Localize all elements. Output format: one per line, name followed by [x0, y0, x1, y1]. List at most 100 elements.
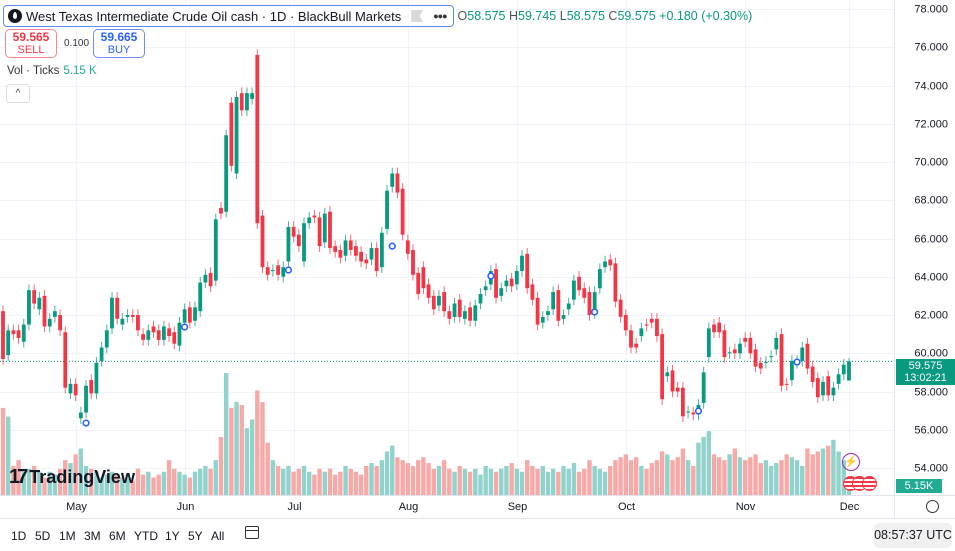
candle-body [597, 269, 602, 289]
candle-body [260, 215, 265, 268]
candle [354, 240, 358, 262]
timeframe-6m[interactable]: 6M [109, 529, 126, 543]
timeframe-1y[interactable]: 1Y [165, 529, 180, 543]
candle-body [634, 343, 639, 348]
candle [738, 337, 742, 359]
volume-bar [561, 465, 566, 495]
event-marker-icon[interactable] [487, 272, 495, 280]
sell-button[interactable]: 59.565 SELL [5, 29, 57, 58]
candle [364, 253, 369, 270]
volume-bar [602, 471, 608, 495]
event-marker-icon[interactable] [82, 419, 90, 427]
candle [769, 350, 774, 363]
volume-bar [52, 474, 58, 495]
timeframe-ytd[interactable]: YTD [134, 529, 158, 543]
tradingview-logo[interactable]: 17 TradingView [9, 466, 135, 489]
buy-price: 59.665 [100, 30, 138, 44]
clock-timezone[interactable]: 08:57:37 UTC [874, 523, 952, 548]
candle-body [572, 280, 576, 300]
volume-bar [633, 457, 639, 495]
timeframe-1m[interactable]: 1M [59, 529, 76, 543]
event-marker-icon[interactable] [591, 308, 599, 316]
candle [115, 292, 120, 325]
candle-body [115, 297, 120, 319]
candle [509, 272, 514, 293]
candle-body [141, 334, 146, 340]
time-tick-label: Nov [736, 501, 756, 513]
candle [146, 324, 151, 346]
calendar-icon[interactable] [245, 526, 259, 539]
volume-bar [120, 477, 125, 495]
volume-bar [327, 468, 333, 495]
volume-bar [42, 477, 47, 495]
candle-body [743, 337, 748, 342]
volume-bar [140, 474, 146, 495]
timeframe-3m[interactable]: 3M [84, 529, 101, 543]
candle-body [94, 362, 99, 394]
price-chart[interactable]: 78.000 76.000 74.000 72.000 70.000 68.000 66.0… [0, 0, 955, 518]
candle [608, 253, 613, 272]
lightning-icon[interactable]: ⚡ [842, 453, 860, 471]
candle-body [426, 284, 431, 298]
candle [281, 261, 286, 283]
volume-bar [462, 468, 468, 495]
buy-button[interactable]: 59.665 BUY [93, 29, 145, 58]
candle-body [701, 372, 706, 403]
event-marker-icon[interactable] [388, 242, 396, 250]
candle-body [784, 383, 789, 385]
candle [499, 282, 504, 302]
candle-body [504, 280, 509, 287]
more-options-icon[interactable]: ●●● [433, 11, 447, 21]
volume-legend[interactable]: Vol · Ticks 5.15 K [7, 65, 97, 77]
timeframe-5d[interactable]: 5D [35, 529, 51, 543]
candle-body [421, 267, 426, 289]
candle-body [270, 270, 275, 272]
candle-body [322, 213, 327, 243]
candle [847, 358, 851, 381]
candle-body [655, 318, 659, 337]
price-axis[interactable]: 78.000 76.000 74.000 72.000 70.000 68.000 66.0… [914, 4, 948, 475]
event-marker-icon[interactable] [694, 407, 703, 415]
time-tick-label: Sep [508, 501, 528, 513]
flag-icon[interactable] [411, 10, 424, 22]
candle [649, 313, 654, 329]
candle-body [234, 96, 239, 174]
timeframe-all[interactable]: All [211, 529, 225, 543]
symbol-legend[interactable]: West Texas Intermediate Crude Oil cash ·… [3, 5, 454, 27]
candle [836, 368, 841, 390]
timeframe-1d[interactable]: 1D [11, 529, 27, 543]
event-marker-icon[interactable] [181, 323, 189, 331]
candle [634, 337, 639, 354]
candle-body [265, 267, 270, 275]
time-tick-label: Oct [618, 501, 635, 513]
volume-tag: 5.15K [896, 479, 942, 493]
candle-body [748, 337, 753, 354]
candle [478, 288, 483, 310]
candle [104, 324, 109, 354]
ohlc-values: O58.575 H59.745 L58.575 C59.575 +0.180 (… [458, 9, 753, 23]
time-axis[interactable]: May Jun Jul Aug Sep Oct Nov Dec [66, 501, 860, 513]
candle [1, 305, 5, 365]
us-flag-event-icon[interactable] [862, 476, 877, 491]
candle [815, 372, 820, 403]
candle [442, 286, 447, 317]
axis-settings-icon[interactable] [926, 500, 939, 513]
candle [514, 265, 519, 291]
candle [286, 221, 291, 268]
volume-bar [644, 468, 649, 495]
candle [307, 211, 312, 229]
close-label: C [608, 9, 618, 23]
candle [317, 211, 322, 252]
chevron-up-icon[interactable]: ^ [6, 84, 30, 103]
symbol-title[interactable]: West Texas Intermediate Crude Oil cash ·… [26, 8, 402, 24]
candle-body [769, 356, 774, 358]
volume-bar [47, 471, 52, 495]
event-markers[interactable] [82, 242, 801, 427]
volume-bar [478, 474, 483, 495]
volume-bar [114, 474, 120, 495]
candle-body [328, 211, 332, 249]
event-marker-icon[interactable] [284, 266, 293, 274]
event-marker-icon[interactable] [793, 358, 801, 366]
timeframe-5y[interactable]: 5Y [188, 529, 203, 543]
volume-bar [177, 471, 182, 495]
